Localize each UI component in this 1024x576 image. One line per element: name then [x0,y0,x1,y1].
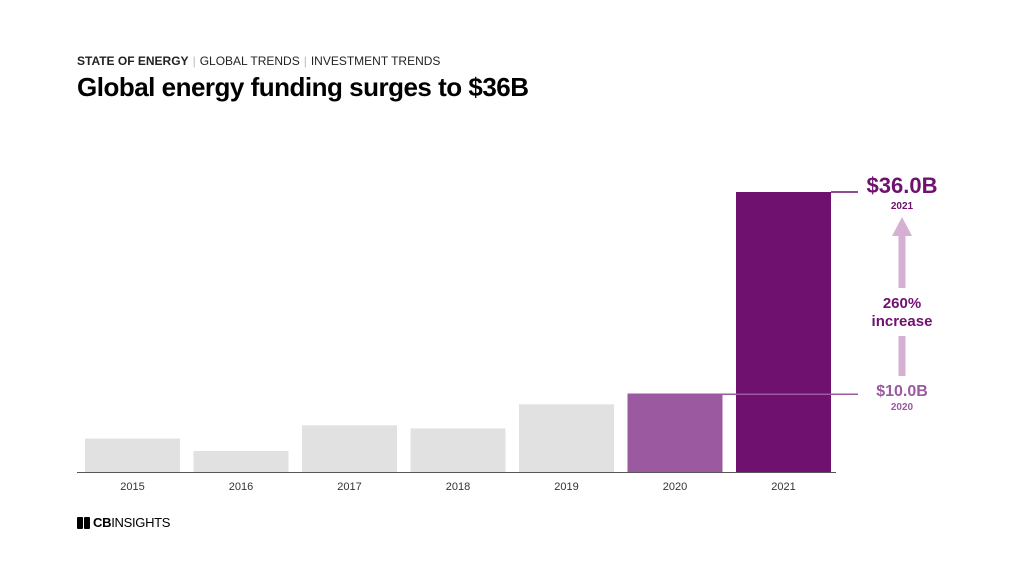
x-tick-label-2015: 2015 [120,481,144,493]
x-tick-label-2016: 2016 [229,481,253,493]
arrow-shaft-upper [898,236,906,288]
logo-text: CBINSIGHTS [93,515,170,530]
breadcrumb-item: GLOBAL TRENDS [199,54,300,68]
arrow-up-icon [892,217,912,236]
bar-2018 [410,428,506,472]
annotation-top-year: 2021 [891,201,914,212]
bar-2015 [85,438,180,472]
arrow-shaft-lower [898,336,906,376]
logo-icon [77,516,90,529]
annotation-base-value: $10.0B [876,383,928,400]
annotation-increase-word: increase [872,313,933,330]
bar-2019 [519,404,614,472]
bar-2016 [193,451,289,472]
annotation-increase-percent: 260% [883,295,921,312]
x-tick-label-2019: 2019 [554,481,578,493]
breadcrumb-item: INVESTMENT TRENDS [310,54,441,68]
x-tick-label-2020: 2020 [663,481,687,493]
bar-2020 [627,394,723,472]
page-title: Global energy funding surges to $36B [77,72,529,102]
logo-text-light: INSIGHTS [111,515,171,530]
breadcrumb: STATE OF ENERGY | GLOBAL TRENDS | INVESTMENT… [77,54,440,68]
cb-insights-logo: CBINSIGHTS [77,515,170,530]
x-tick-label-2018: 2018 [446,481,470,493]
x-tick-label-2021: 2021 [771,481,795,493]
logo-text-bold: CB [93,515,112,530]
bar-2017 [302,425,397,472]
annotation-top-value: $36.0B [867,173,938,198]
breadcrumb-item: STATE OF ENERGY [77,54,189,68]
bar-2021 [736,192,831,472]
breadcrumb-separator: | [303,54,307,68]
x-tick-label-2017: 2017 [337,481,361,493]
breadcrumb-separator: | [192,54,196,68]
annotation-base-year: 2020 [891,402,914,413]
